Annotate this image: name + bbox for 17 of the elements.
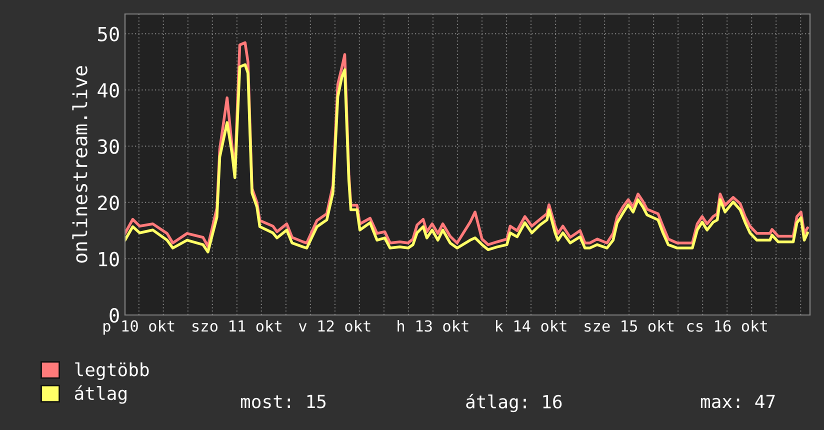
x-tick-label: sze 15 okt (584, 320, 674, 332)
y-tick-label: 40 (98, 82, 119, 98)
text: max: 47 (700, 394, 775, 408)
legend-label: legtöbb (75, 362, 149, 380)
x-tick-label: k 14 okt (496, 320, 566, 332)
y-tick-label: 10 (99, 252, 119, 266)
y-tick-label: 30 (98, 139, 119, 154)
legend-label: átlag (74, 385, 126, 404)
x-tick-label: cs 16 okt (687, 320, 767, 332)
text: átlag: 16 (466, 394, 562, 412)
y-axis-title: onlinestream.live (72, 66, 88, 263)
y-tick-label: 50 (98, 26, 119, 42)
y-tick-label: 20 (98, 195, 119, 210)
x-tick-label: v 12 okt (298, 320, 370, 332)
text: most: 15 (240, 394, 326, 408)
x-tick-label: szo 11 okt (192, 320, 282, 332)
x-tick-label: h 13 okt (398, 320, 468, 332)
